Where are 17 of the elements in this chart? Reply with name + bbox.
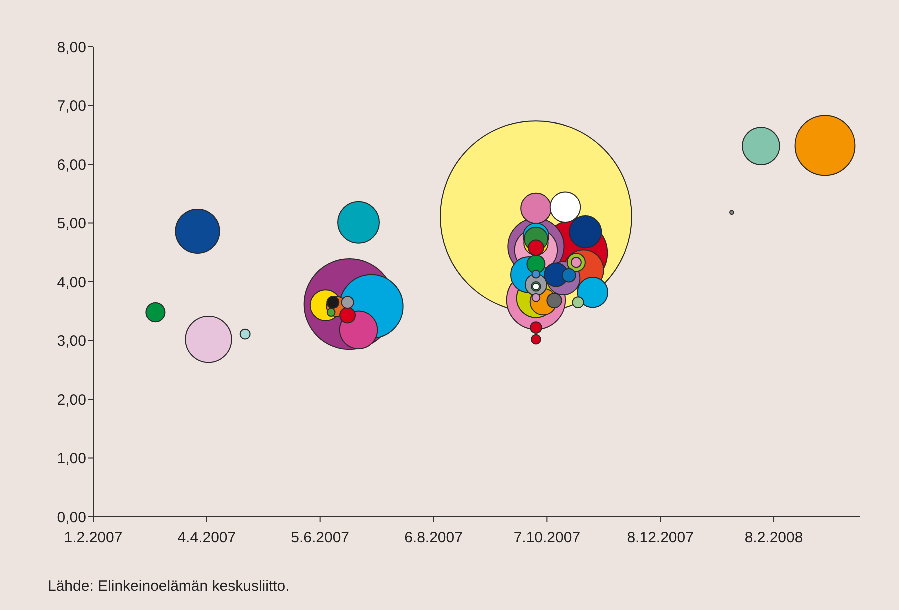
- y-tick-label: 6,00: [57, 156, 86, 174]
- x-tick-label: 8.2.2008: [744, 530, 804, 547]
- text: Lähde: Elinkeinoelämän keskusliitto.: [48, 578, 290, 595]
- x-tick-label: 4.4.2007: [178, 530, 236, 547]
- x-tick-label: 8.12.2007: [627, 530, 694, 547]
- y-tick-label: 1,00: [57, 450, 86, 468]
- y-tick-label: 3,00: [57, 333, 86, 350]
- y-tick-label: 8,00: [57, 39, 86, 56]
- x-tick-label: 6.8.2007: [404, 530, 463, 547]
- y-tick-label: 0,00: [57, 509, 86, 526]
- y-tick-label: 2,00: [57, 392, 86, 409]
- y-tick-label: 4,00: [57, 274, 86, 292]
- x-tick-label: 7.10.2007: [514, 530, 581, 547]
- x-tick-label: 5.6.2007: [291, 530, 350, 547]
- y-tick-label: 5,00: [57, 216, 86, 233]
- y-tick-label: 7,00: [57, 98, 86, 116]
- x-tick-label: 1.2.2007: [64, 530, 123, 547]
